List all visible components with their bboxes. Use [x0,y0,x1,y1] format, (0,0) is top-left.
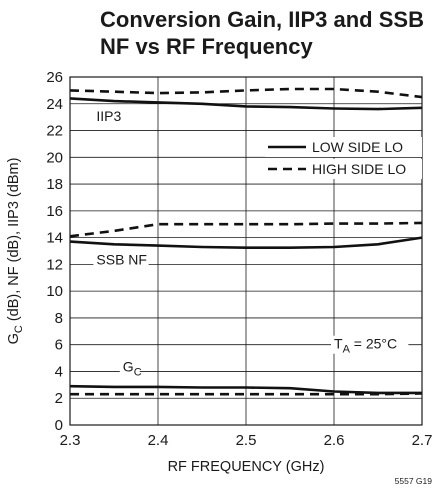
annotation-bg-iip3 [93,108,133,127]
y-tick-label-22: 22 [46,123,63,140]
series-g-c-high-side-lo [70,392,423,396]
y-tick-label-6: 6 [55,337,63,354]
annotation-iip3: IIP3 [96,108,121,124]
y-tick-label-26: 26 [46,69,63,86]
figure-code: 5557 G19 [395,476,433,486]
annotation-bg-ta [331,335,409,354]
y-tick-label-4: 4 [55,363,63,380]
y-tick-label-20: 20 [46,149,63,166]
y-tick-label-24: 24 [46,96,63,113]
series-layer [69,87,423,396]
y-tick-label-16: 16 [46,203,63,220]
legend: LOW SIDE LO HIGH SIDE LO [265,137,422,179]
plot-frame [69,76,423,426]
annotations: IIP3 SSB NF GC TA = 25°C [93,108,409,378]
y-tick-label-0: 0 [55,417,63,434]
y-axis-label: GC (dB), NF (dB), IIP3 (dBm) [6,158,25,345]
y-tick-label-12: 12 [46,256,63,273]
y-tick-label-2: 2 [55,390,63,407]
series-g-c-low-side-lo [69,384,422,395]
legend-label-high-side-lo: HIGH SIDE LO [312,161,406,177]
series-ssb-nf-low-side-lo [69,236,423,249]
legend-label-low-side-lo: LOW SIDE LO [312,139,403,155]
y-tick-label-10: 10 [46,283,63,300]
legend-bg-high-side-lo [265,159,422,179]
x-tick-label-2-4: 2.4 [148,432,169,449]
legend-bg-low-side-lo [265,137,422,157]
series-iip3-low-side-lo [69,97,423,111]
chart-title-line-2: NF vs RF Frequency [100,34,313,59]
y-tick-label-14: 14 [46,230,63,247]
y-tick-label-8: 8 [55,310,63,327]
annotation-ssb-nf: SSB NF [96,251,147,267]
annotation-gc: GC [123,358,142,378]
y-tick-label-18: 18 [46,176,63,193]
grid [70,77,422,425]
annotation-bg-gc [119,358,140,377]
annotation-ta: TA = 25°C [334,336,397,356]
series-iip3-high-side-lo [69,87,423,99]
x-tick-label-2-7: 2.7 [412,432,433,449]
x-tick-label-2-3: 2.3 [60,432,81,449]
x-axis-label: RF FREQUENCY (GHz) [168,459,325,475]
annotation-bg-ssb-nf [93,251,149,270]
x-tick-label-2-5: 2.5 [236,432,257,449]
chart-title-line-1: Conversion Gain, IIP3 and SSB [100,7,424,32]
x-tick-label-2-6: 2.6 [324,432,345,449]
